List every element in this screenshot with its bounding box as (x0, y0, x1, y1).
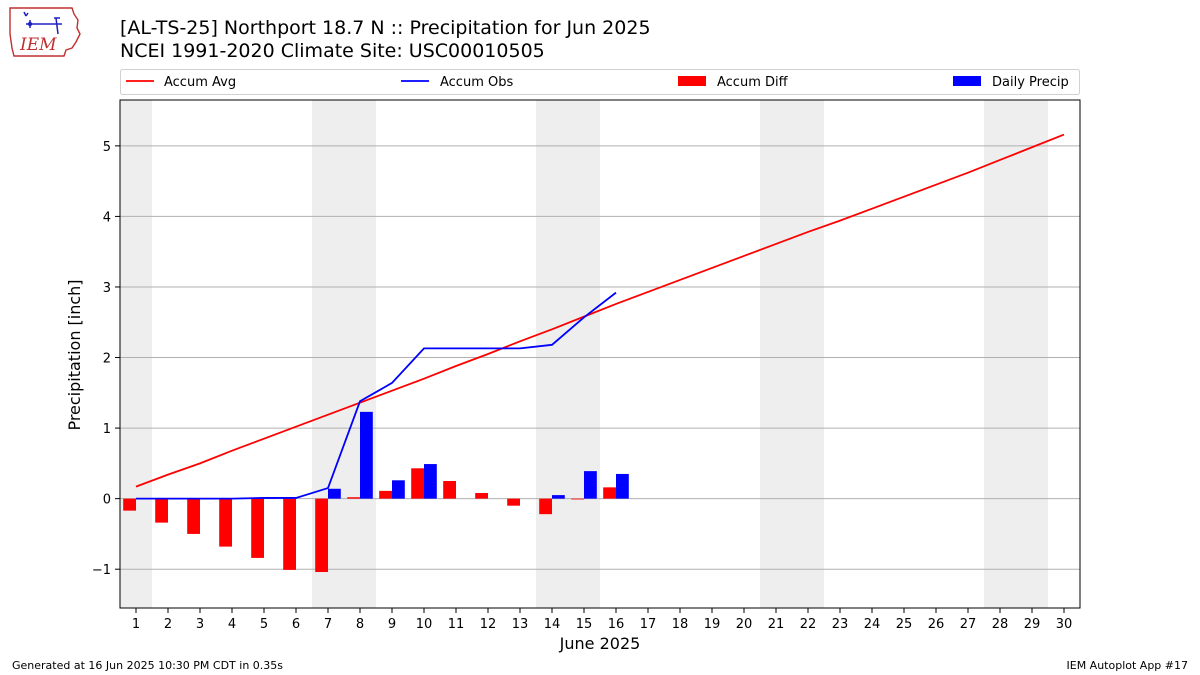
iowa-state-outline (9, 7, 81, 57)
weekend-shade-day-29 (1016, 100, 1048, 608)
accum-diff-bar-day-2 (155, 498, 168, 523)
legend-label-daily-precip: Daily Precip (992, 75, 1069, 90)
x-tick-label: 3 (196, 617, 204, 632)
accum-diff-bar-day-16 (603, 487, 616, 499)
x-tick-label: 18 (672, 617, 689, 632)
x-tick-label: 23 (832, 617, 849, 632)
accum-diff-bar-day-6 (283, 498, 296, 570)
x-tick-label: 17 (640, 617, 657, 632)
daily-precip-bar-day-7 (328, 488, 341, 499)
y-axis-ticks: −1 0 1 2 3 4 5 (92, 140, 120, 578)
x-tick-label: 4 (228, 617, 236, 632)
x-tick-label: 21 (768, 617, 785, 632)
y-axis-label: Precipitation [inch] (65, 279, 84, 430)
x-tick-label: 11 (448, 617, 465, 632)
y-tick-label: 2 (103, 352, 111, 367)
accum-diff-bar-day-4 (219, 498, 232, 547)
legend-swatch-daily-precip (953, 76, 981, 86)
x-tick-label: 2 (164, 617, 172, 632)
accum-diff-bar-day-11 (443, 481, 456, 499)
x-tick-label: 8 (356, 617, 364, 632)
chart-subtitle: NCEI 1991-2020 Climate Site: USC00010505 (120, 40, 545, 62)
weekend-shade-day-14 (536, 100, 568, 608)
x-tick-label: 10 (416, 617, 433, 632)
legend-label-accum-diff: Accum Diff (717, 75, 789, 90)
x-tick-label: 19 (704, 617, 721, 632)
weekend-shade-day-28 (984, 100, 1016, 608)
daily-precip-bar-day-14 (552, 495, 565, 499)
legend-frame (120, 69, 1080, 95)
x-tick-label: 16 (608, 617, 625, 632)
chart-title: [AL-TS-25] Northport 18.7 N :: Precipita… (120, 17, 651, 39)
x-tick-label: 7 (324, 617, 332, 632)
x-axis-ticks: 1 2 3 4 5 6 7 8 9 10 11 12 13 14 15 16 17 18 19 20 21 22 23 24 2… (132, 608, 1072, 632)
x-tick-label: 20 (736, 617, 753, 632)
x-tick-label: 24 (864, 617, 881, 632)
legend: Accum Avg Accum Obs Accum Diff Daily Pre… (120, 69, 1080, 95)
plot-frame (119, 99, 1081, 609)
daily-precip-bar-day-9 (392, 480, 405, 499)
daily-precip-bar-day-15 (584, 471, 597, 499)
weekend-shade-day-1 (120, 100, 152, 608)
x-tick-label: 30 (1056, 617, 1073, 632)
x-tick-label: 28 (992, 617, 1009, 632)
accum-diff-bar-day-12 (475, 492, 488, 499)
x-tick-label: 13 (512, 617, 529, 632)
lines (135, 133, 1065, 500)
x-tick-label: 6 (292, 617, 300, 632)
legend-label-accum-obs: Accum Obs (440, 75, 513, 90)
x-tick-label: 29 (1024, 617, 1041, 632)
daily-precip-bar-day-16 (616, 473, 629, 499)
x-tick-label: 15 (576, 617, 593, 632)
legend-swatch-accum-diff (678, 76, 706, 86)
generated-timestamp: Generated at 16 Jun 2025 10:30 PM CDT in… (12, 659, 284, 672)
weekend-shading (120, 100, 1048, 608)
x-tick-label: 12 (480, 617, 497, 632)
weekend-shade-day-22 (792, 100, 824, 608)
daily-precip-bar-day-10 (424, 464, 437, 499)
iem-logo: IEM (9, 7, 81, 57)
y-tick-label: 4 (103, 210, 111, 225)
daily-precip-bar-day-8 (360, 411, 373, 499)
bars (123, 411, 629, 573)
x-tick-label: 22 (800, 617, 817, 632)
accum-diff-bar-day-14 (539, 498, 552, 515)
weekend-shade-day-8 (344, 100, 376, 608)
x-tick-label: 14 (544, 617, 561, 632)
y-tick-label: 0 (103, 493, 111, 508)
legend-label-accum-avg: Accum Avg (164, 75, 236, 90)
x-tick-label: 27 (960, 617, 977, 632)
accum-avg-line (135, 133, 1065, 488)
accum-diff-bar-day-9 (379, 490, 392, 499)
accum-diff-bar-day-3 (187, 498, 200, 534)
accum-obs-line (136, 291, 617, 500)
accum-diff-bar-day-15 (571, 498, 584, 500)
x-tick-label: 26 (928, 617, 945, 632)
x-tick-label: 1 (132, 617, 140, 632)
accum-diff-bar-day-1 (123, 498, 136, 511)
y-tick-label: −1 (92, 563, 111, 578)
x-tick-label: 25 (896, 617, 913, 632)
accum-diff-bar-day-10 (411, 468, 424, 499)
accum-diff-bar-day-13 (507, 498, 520, 506)
y-tick-label: 5 (103, 140, 111, 155)
y-tick-label: 1 (103, 422, 111, 437)
y-tick-label: 3 (103, 281, 111, 296)
weekend-shade-day-21 (760, 100, 792, 608)
x-axis-label: June 2025 (559, 634, 641, 653)
accum-diff-bar-day-5 (251, 498, 264, 558)
autoplot-app-label: IEM Autoplot App #17 (1066, 659, 1189, 672)
x-tick-label: 9 (388, 617, 396, 632)
weekend-shade-day-15 (568, 100, 600, 608)
logo-text: IEM (19, 35, 57, 55)
x-tick-label: 5 (260, 617, 268, 632)
accum-diff-bar-day-8 (347, 497, 360, 499)
accum-diff-bar-day-7 (315, 498, 328, 573)
